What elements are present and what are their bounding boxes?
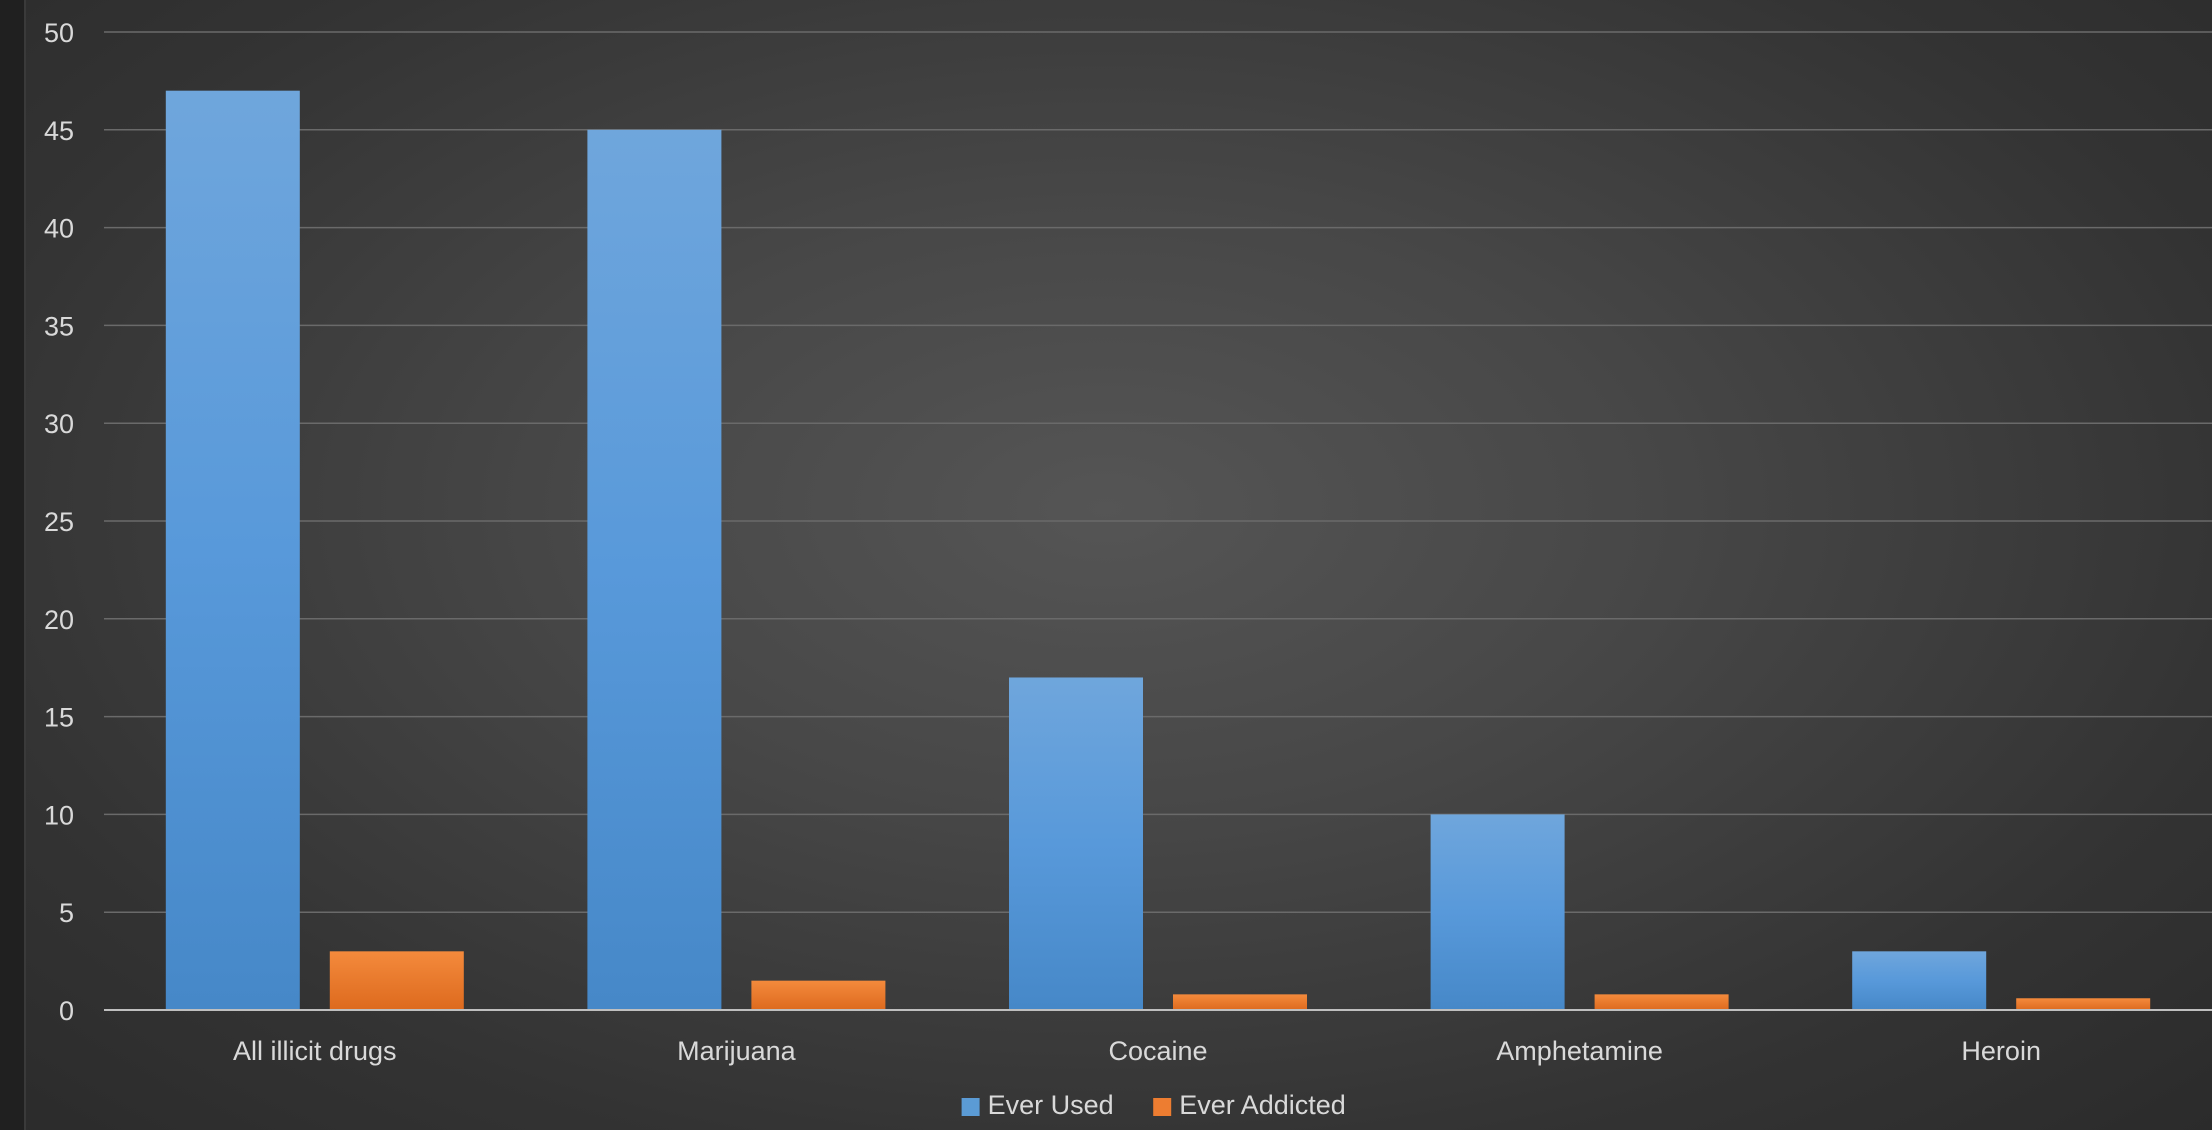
bar-ever-addicted-marijuana	[751, 980, 886, 1010]
bar-ever-used-all-illicit-drugs	[165, 90, 300, 1011]
bars	[165, 90, 2151, 1011]
y-tick-label: 15	[44, 703, 74, 733]
left-window-edge	[0, 0, 26, 1130]
bar-ever-addicted-heroin	[2016, 998, 2151, 1010]
y-tick-label: 20	[44, 605, 74, 635]
bar-ever-addicted-amphetamine	[1594, 994, 1729, 1010]
y-tick-label: 10	[44, 800, 74, 830]
y-tick-label: 40	[44, 214, 74, 244]
legend-swatch-ever-used	[961, 1098, 980, 1116]
legend: Ever Used Ever Addicted	[961, 1090, 1346, 1120]
x-tick-label: Heroin	[1961, 1036, 2041, 1066]
y-tick-label: 5	[59, 898, 74, 928]
bar-ever-addicted-cocaine	[1173, 994, 1307, 1010]
x-axis-tick-labels: All illicit drugs Marijuana Cocaine Ampheta…	[233, 1036, 2041, 1066]
x-tick-label: Marijuana	[677, 1036, 797, 1066]
x-tick-label: All illicit drugs	[233, 1036, 397, 1066]
y-tick-label: 0	[59, 996, 74, 1026]
y-tick-label: 45	[44, 116, 74, 146]
legend-label: Ever Addicted	[1179, 1090, 1346, 1120]
legend-swatch-ever-addicted	[1153, 1098, 1172, 1116]
bar-ever-used-marijuana	[587, 129, 722, 1011]
gridlines	[104, 31, 2212, 913]
bar-ever-used-cocaine	[1009, 677, 1143, 1010]
y-tick-label: 25	[44, 507, 74, 537]
y-tick-label: 50	[44, 18, 74, 48]
y-tick-label: 30	[44, 409, 74, 439]
x-tick-label: Amphetamine	[1496, 1036, 1663, 1066]
y-tick-label: 35	[44, 311, 74, 341]
bar-ever-addicted-all-illicit-drugs	[329, 951, 464, 1010]
x-tick-label: Cocaine	[1108, 1036, 1207, 1066]
y-axis-tick-labels: 0 5 10 15 20 25 30 35 40 45 50	[44, 18, 74, 1026]
legend-label: Ever Used	[988, 1090, 1114, 1120]
bar-ever-used-heroin	[1852, 951, 1987, 1010]
bar-ever-used-amphetamine	[1430, 814, 1565, 1010]
